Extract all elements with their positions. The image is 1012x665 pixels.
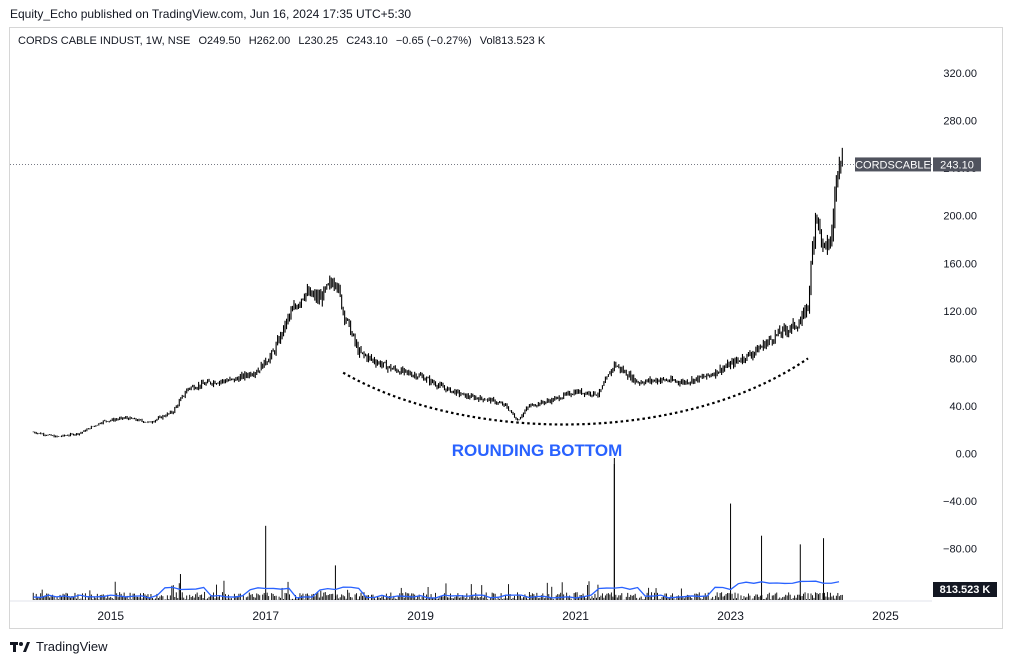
volume-tag-bg xyxy=(933,582,997,597)
y-tick-label: 200.00 xyxy=(943,211,977,223)
ohlc-close: C243.10 xyxy=(346,35,388,47)
y-tick-label: 40.00 xyxy=(949,401,977,413)
volume-ma-line xyxy=(33,580,840,599)
price-tag-value-bg xyxy=(933,157,981,172)
y-tick-label: 0.00 xyxy=(956,449,977,461)
x-tick-label: 2023 xyxy=(717,609,744,623)
y-tick-label: 320.00 xyxy=(943,68,977,80)
volume-tag: 813.523 K xyxy=(940,584,991,596)
ohlc-open: O249.50 xyxy=(198,35,241,47)
y-tick-label: 280.00 xyxy=(943,116,977,128)
x-tick-label: 2021 xyxy=(562,609,589,623)
chart-frame[interactable] xyxy=(9,27,1003,629)
y-tick-label: −40.00 xyxy=(943,496,977,508)
candle-group xyxy=(32,147,843,438)
publisher-caption: Equity_Echo published on TradingView.com… xyxy=(10,7,412,21)
price-change: −0.65 (−0.27%) xyxy=(395,35,472,47)
rounding-bottom-curve xyxy=(342,357,809,426)
x-tick-label: 2017 xyxy=(252,609,279,623)
y-tick-label: 80.00 xyxy=(949,353,977,365)
x-tick-label: 2015 xyxy=(97,609,124,623)
x-tick-label: 2019 xyxy=(407,609,434,623)
volume-group xyxy=(32,458,843,600)
tradingview-logo-icon xyxy=(10,641,30,652)
y-tick-label: −80.00 xyxy=(943,544,977,556)
price-tag-value: 243.10 xyxy=(940,159,974,171)
price-tag-symbol-bg xyxy=(855,157,931,172)
annotation-rounding-bottom: ROUNDING BOTTOM xyxy=(452,441,623,460)
ohlc-low: L230.25 xyxy=(298,35,339,47)
ohlc-high: H262.00 xyxy=(248,35,291,47)
footer-brand: TradingView xyxy=(36,639,108,654)
price-tag-symbol: CORDSCABLE xyxy=(855,159,931,171)
volume-readout: Vol813.523 K xyxy=(479,35,546,47)
y-tick-label: 160.00 xyxy=(943,258,977,270)
symbol-name: CORDS CABLE INDUST, 1W, NSE xyxy=(18,35,191,47)
x-tick-label: 2025 xyxy=(872,609,899,623)
y-tick-label: 120.00 xyxy=(943,306,977,318)
symbol-legend: CORDS CABLE INDUST, 1W, NSE O249.50 H262… xyxy=(18,35,550,47)
footer: TradingView xyxy=(10,639,108,654)
